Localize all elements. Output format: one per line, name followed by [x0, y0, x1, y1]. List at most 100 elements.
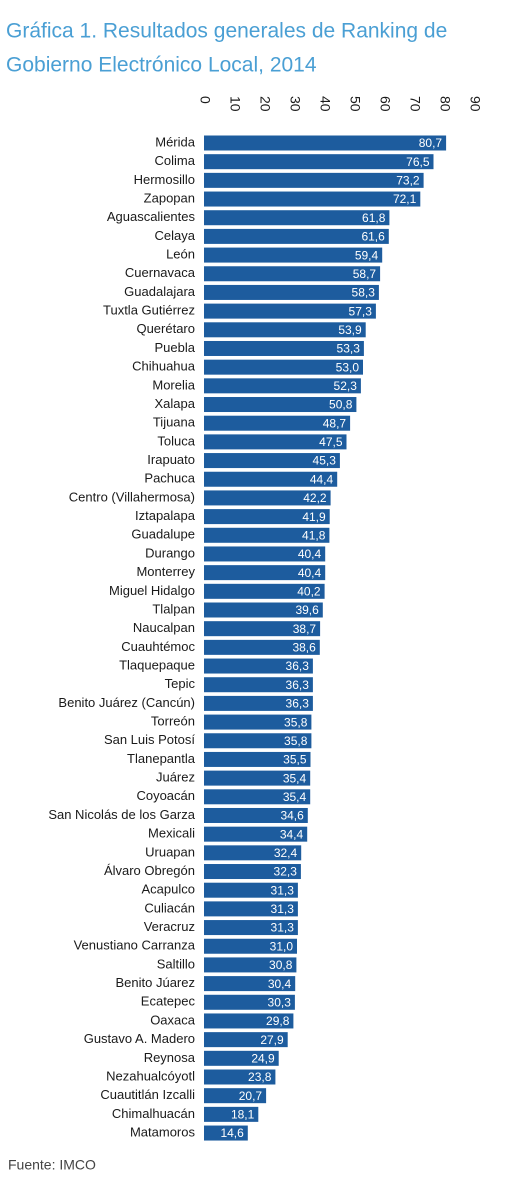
- bar: [204, 807, 308, 823]
- value-label: 41,8: [302, 528, 326, 542]
- category-label: Mexicali: [148, 826, 195, 841]
- category-label: Chimalhuacán: [112, 1106, 195, 1121]
- bar: [204, 322, 366, 338]
- x-tick-label: 10: [227, 96, 243, 112]
- bar: [204, 695, 313, 711]
- category-label: Celaya: [155, 228, 196, 243]
- value-label: 61,8: [362, 211, 386, 225]
- category-label: Aguascalientes: [107, 209, 196, 224]
- value-label: 36,3: [286, 659, 310, 673]
- bar: [204, 882, 298, 898]
- category-label: Tlaquepaque: [119, 657, 195, 672]
- value-label: 72,1: [393, 192, 417, 206]
- value-label: 50,8: [329, 398, 353, 412]
- bar: [204, 733, 312, 749]
- value-label: 73,2: [396, 174, 420, 188]
- bar: [204, 303, 376, 319]
- x-tick-label: 50: [347, 96, 363, 112]
- bar: [204, 1013, 294, 1029]
- value-label: 14,6: [220, 1126, 244, 1140]
- value-label: 35,4: [283, 790, 307, 804]
- x-tick-label: 30: [287, 96, 303, 112]
- category-label: Puebla: [155, 340, 196, 355]
- value-label: 76,5: [406, 155, 430, 169]
- x-tick-label: 0: [197, 96, 213, 104]
- bar: [204, 658, 313, 674]
- category-label: Juárez: [156, 770, 195, 785]
- category-label: Álvaro Obregón: [104, 863, 195, 878]
- bar: [204, 228, 389, 244]
- category-label: Benito Júarez: [116, 975, 196, 990]
- x-tick-label: 40: [317, 96, 333, 112]
- bar: [204, 621, 321, 637]
- value-label: 31,0: [270, 939, 294, 953]
- value-label: 30,8: [269, 958, 293, 972]
- value-label: 36,3: [286, 678, 310, 692]
- category-label: Colima: [155, 153, 196, 168]
- bar: [204, 1069, 276, 1085]
- category-label: Venustiano Carranza: [74, 938, 196, 953]
- chart-title: Gobierno Electrónico Local, 2014: [6, 54, 317, 77]
- category-label: Cuauhtémoc: [121, 639, 195, 654]
- value-label: 38,7: [293, 622, 317, 636]
- category-label: Torreón: [151, 714, 195, 729]
- bar: [204, 994, 295, 1010]
- bar: [204, 1125, 248, 1141]
- value-label: 45,3: [313, 454, 337, 468]
- bar: [204, 845, 302, 861]
- category-label: Saltillo: [157, 956, 195, 971]
- x-tick-label: 20: [257, 96, 273, 112]
- value-label: 32,4: [274, 846, 298, 860]
- value-label: 35,5: [283, 753, 307, 767]
- category-label: Nezahualcóyotl: [106, 1068, 195, 1083]
- category-label: Guadalajara: [124, 284, 196, 299]
- category-label: Miguel Hidalgo: [109, 583, 195, 598]
- bar: [204, 397, 357, 413]
- category-label: Oaxaca: [150, 1012, 196, 1027]
- bar: [204, 378, 361, 394]
- category-label: Morelia: [152, 377, 195, 392]
- bar: [204, 266, 381, 282]
- bar: [204, 284, 379, 300]
- bar: [204, 434, 347, 450]
- value-label: 20,7: [239, 1089, 263, 1103]
- bar: [204, 210, 390, 226]
- value-label: 32,3: [274, 865, 298, 879]
- bar: [204, 527, 330, 543]
- bar: [204, 1050, 279, 1066]
- bar: [204, 172, 424, 188]
- value-label: 47,5: [319, 435, 343, 449]
- bar: [204, 453, 340, 469]
- x-tick-label: 60: [377, 96, 393, 112]
- category-label: Centro (Villahermosa): [69, 489, 195, 504]
- category-label: San Luis Potosí: [104, 732, 195, 747]
- bar: [204, 490, 331, 506]
- value-label: 80,7: [419, 136, 443, 150]
- value-label: 34,4: [280, 827, 304, 841]
- bar: [204, 938, 297, 954]
- value-label: 52,3: [334, 379, 358, 393]
- bar: [204, 509, 330, 525]
- category-label: Irapuato: [147, 452, 195, 467]
- category-label: Naucalpan: [133, 620, 195, 635]
- bar: [204, 191, 421, 207]
- category-label: Cuautitlán Izcalli: [100, 1087, 195, 1102]
- category-label: Guadalupe: [131, 527, 195, 542]
- value-label: 29,8: [266, 1014, 290, 1028]
- value-label: 44,4: [310, 472, 334, 486]
- value-label: 31,3: [271, 902, 295, 916]
- bar: [204, 1032, 288, 1048]
- bar: [204, 415, 351, 431]
- bar: [204, 602, 323, 618]
- value-label: 39,6: [295, 603, 319, 617]
- value-label: 42,2: [303, 491, 327, 505]
- bar: [204, 976, 296, 992]
- value-label: 53,0: [336, 360, 360, 374]
- category-label: Veracruz: [144, 919, 195, 934]
- category-label: Chihuahua: [132, 359, 196, 374]
- source: Fuente: IMCO: [8, 1157, 96, 1173]
- value-label: 36,3: [286, 697, 310, 711]
- bar: [204, 789, 311, 805]
- value-label: 31,3: [271, 883, 295, 897]
- bar: [204, 135, 447, 151]
